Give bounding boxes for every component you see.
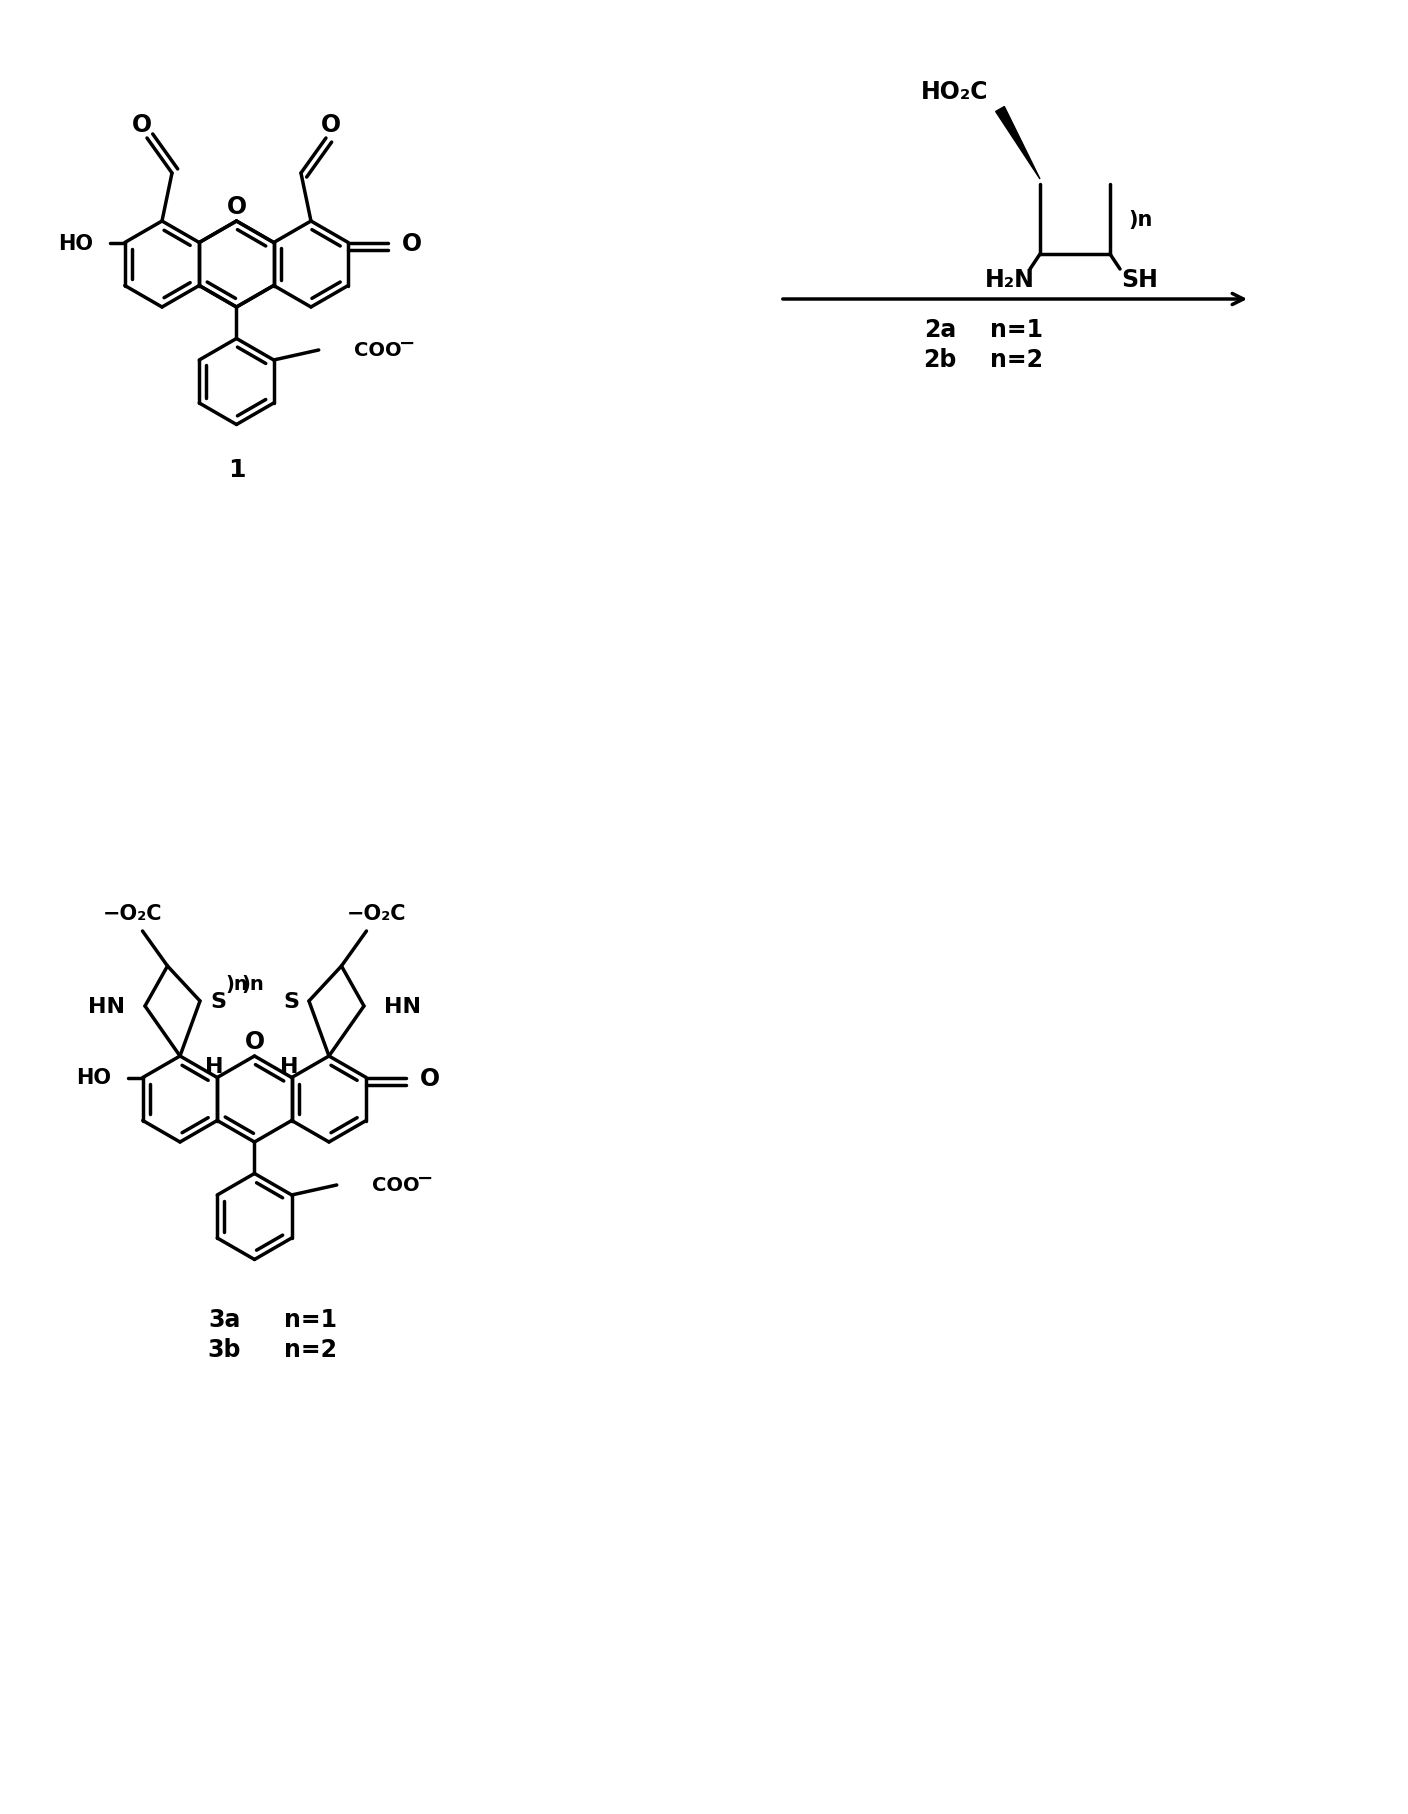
Text: H: H xyxy=(280,1056,298,1076)
Text: O: O xyxy=(245,1029,265,1054)
Text: n=1: n=1 xyxy=(284,1308,338,1331)
Text: 3a: 3a xyxy=(208,1308,241,1331)
Text: n=1: n=1 xyxy=(990,317,1043,341)
Text: HO: HO xyxy=(58,234,93,254)
Text: )n: )n xyxy=(241,974,263,994)
Text: S: S xyxy=(283,992,298,1012)
Text: H: H xyxy=(206,1056,224,1076)
Polygon shape xyxy=(995,107,1041,180)
Text: −O₂C: −O₂C xyxy=(346,903,406,923)
Text: 2b: 2b xyxy=(924,348,956,372)
Text: 2a: 2a xyxy=(924,317,956,341)
Text: −O₂C: −O₂C xyxy=(103,903,162,923)
Text: HO: HO xyxy=(76,1068,111,1088)
Text: 1: 1 xyxy=(228,459,245,483)
Text: COO: COO xyxy=(372,1175,420,1195)
Text: )n: )n xyxy=(225,974,248,994)
Text: n=2: n=2 xyxy=(990,348,1043,372)
Text: HN: HN xyxy=(89,996,125,1016)
Text: O: O xyxy=(420,1067,441,1090)
Text: O: O xyxy=(403,232,422,256)
Text: −: − xyxy=(417,1168,434,1186)
Text: )n: )n xyxy=(1128,210,1152,230)
Text: H₂N: H₂N xyxy=(986,268,1035,292)
Text: COO: COO xyxy=(353,341,401,361)
Text: n=2: n=2 xyxy=(284,1337,338,1362)
Text: S: S xyxy=(210,992,227,1012)
Text: O: O xyxy=(227,194,246,219)
Text: −: − xyxy=(398,334,415,352)
Text: SH: SH xyxy=(1122,268,1159,292)
Text: O: O xyxy=(321,112,341,136)
Text: 3b: 3b xyxy=(208,1337,241,1362)
Text: HO₂C: HO₂C xyxy=(921,80,988,103)
Text: HN: HN xyxy=(384,996,421,1016)
Text: O: O xyxy=(132,112,152,136)
